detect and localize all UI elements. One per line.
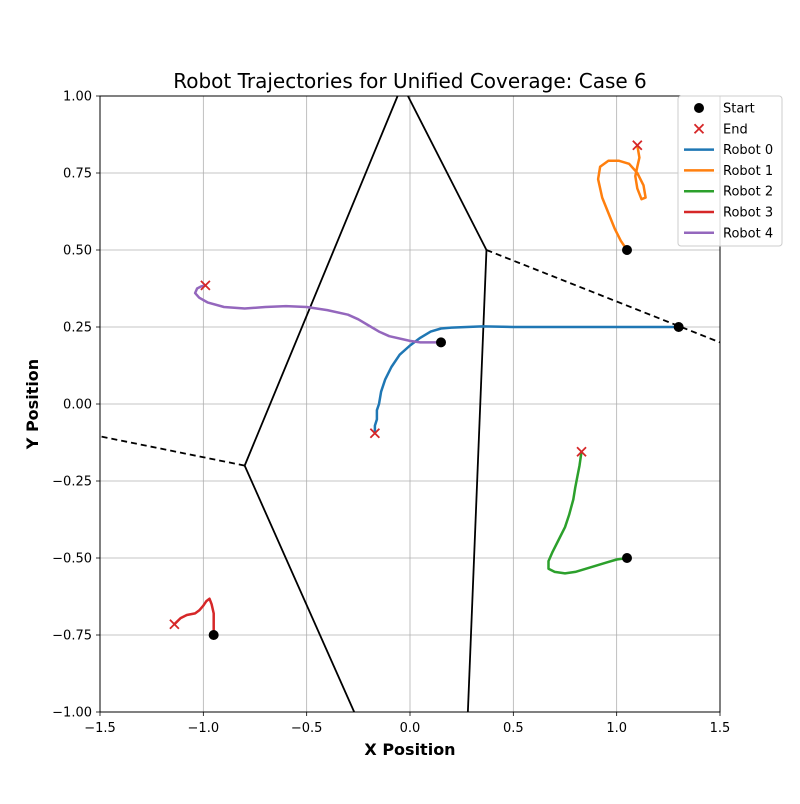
coverage-partition-lines [99, 95, 721, 713]
x-tick-label: 0.0 [400, 721, 421, 736]
start-marker-robot-2 [622, 553, 632, 563]
end-marker-robot-2 [576, 446, 587, 457]
grid-lines [99, 95, 721, 713]
y-tick-label: 0.25 [63, 321, 92, 336]
partition-boundary-solid [243, 465, 356, 713]
end-marker-robot-1 [632, 140, 643, 151]
y-tick-label: 1.00 [63, 90, 92, 105]
legend-box [677, 95, 783, 247]
end-marker-robot-4 [200, 280, 211, 291]
legend-start-label: Start [723, 102, 755, 117]
partition-boundary-solid [243, 95, 399, 466]
trajectory-robot-4 [193, 284, 443, 344]
x-tick-label: −1.0 [188, 721, 220, 736]
end-marker-robot-3 [169, 619, 180, 630]
chart-title: Robot Trajectories for Unified Coverage:… [173, 69, 647, 93]
end-marker-robot-0 [369, 428, 381, 439]
axis-ticks: −1.5 −1.0 −0.5 0.0 0.5 1.0 1.5 −1.00 −0.75 −0.50 −… [52, 90, 730, 737]
partition-boundary-solid [407, 95, 488, 251]
y-tick-label: 0.50 [63, 244, 92, 259]
legend-label-robot-0: Robot 0 [723, 143, 773, 158]
start-marker-robot-1 [622, 245, 632, 255]
legend-label-robot-4: Robot 4 [723, 226, 773, 241]
trajectory-robot-2 [547, 450, 629, 575]
legend-label-robot-3: Robot 3 [723, 206, 773, 221]
y-axis-label: Y Position [23, 359, 42, 450]
start-marker-robot-0 [673, 322, 684, 332]
y-tick-label: 0.00 [63, 398, 92, 413]
legend-label-robot-1: Robot 1 [723, 164, 773, 179]
start-marker-robot-3 [208, 630, 219, 640]
x-tick-label: 1.5 [710, 721, 731, 736]
legend-start-marker [694, 103, 704, 113]
x-tick-label: −0.5 [291, 721, 323, 736]
y-tick-label: −0.75 [52, 629, 92, 644]
legend-end-marker [693, 123, 705, 134]
x-tick-label: 1.0 [606, 721, 627, 736]
start-marker-robot-4 [436, 337, 446, 348]
legend: Start End Robot 0 Robot 1 Robot 2 Robot 3 Robo… [677, 95, 783, 247]
y-tick-label: 0.75 [63, 167, 92, 182]
y-tick-label: −1.00 [52, 706, 92, 721]
x-axis-label: X Position [364, 740, 455, 759]
trajectory-robot-1 [596, 144, 647, 252]
legend-end-label: End [723, 122, 748, 137]
partition-boundary-dashed [99, 435, 245, 467]
x-tick-label: 0.5 [503, 721, 524, 736]
trajectory-series [173, 144, 680, 637]
y-tick-label: −0.50 [52, 552, 92, 567]
y-tick-label: −0.25 [52, 475, 92, 490]
legend-label-robot-2: Robot 2 [723, 185, 773, 200]
x-tick-label: −1.5 [84, 721, 116, 736]
trajectory-robot-3 [173, 597, 215, 637]
start-end-markers [169, 140, 684, 640]
partition-boundary-dashed [486, 249, 721, 344]
